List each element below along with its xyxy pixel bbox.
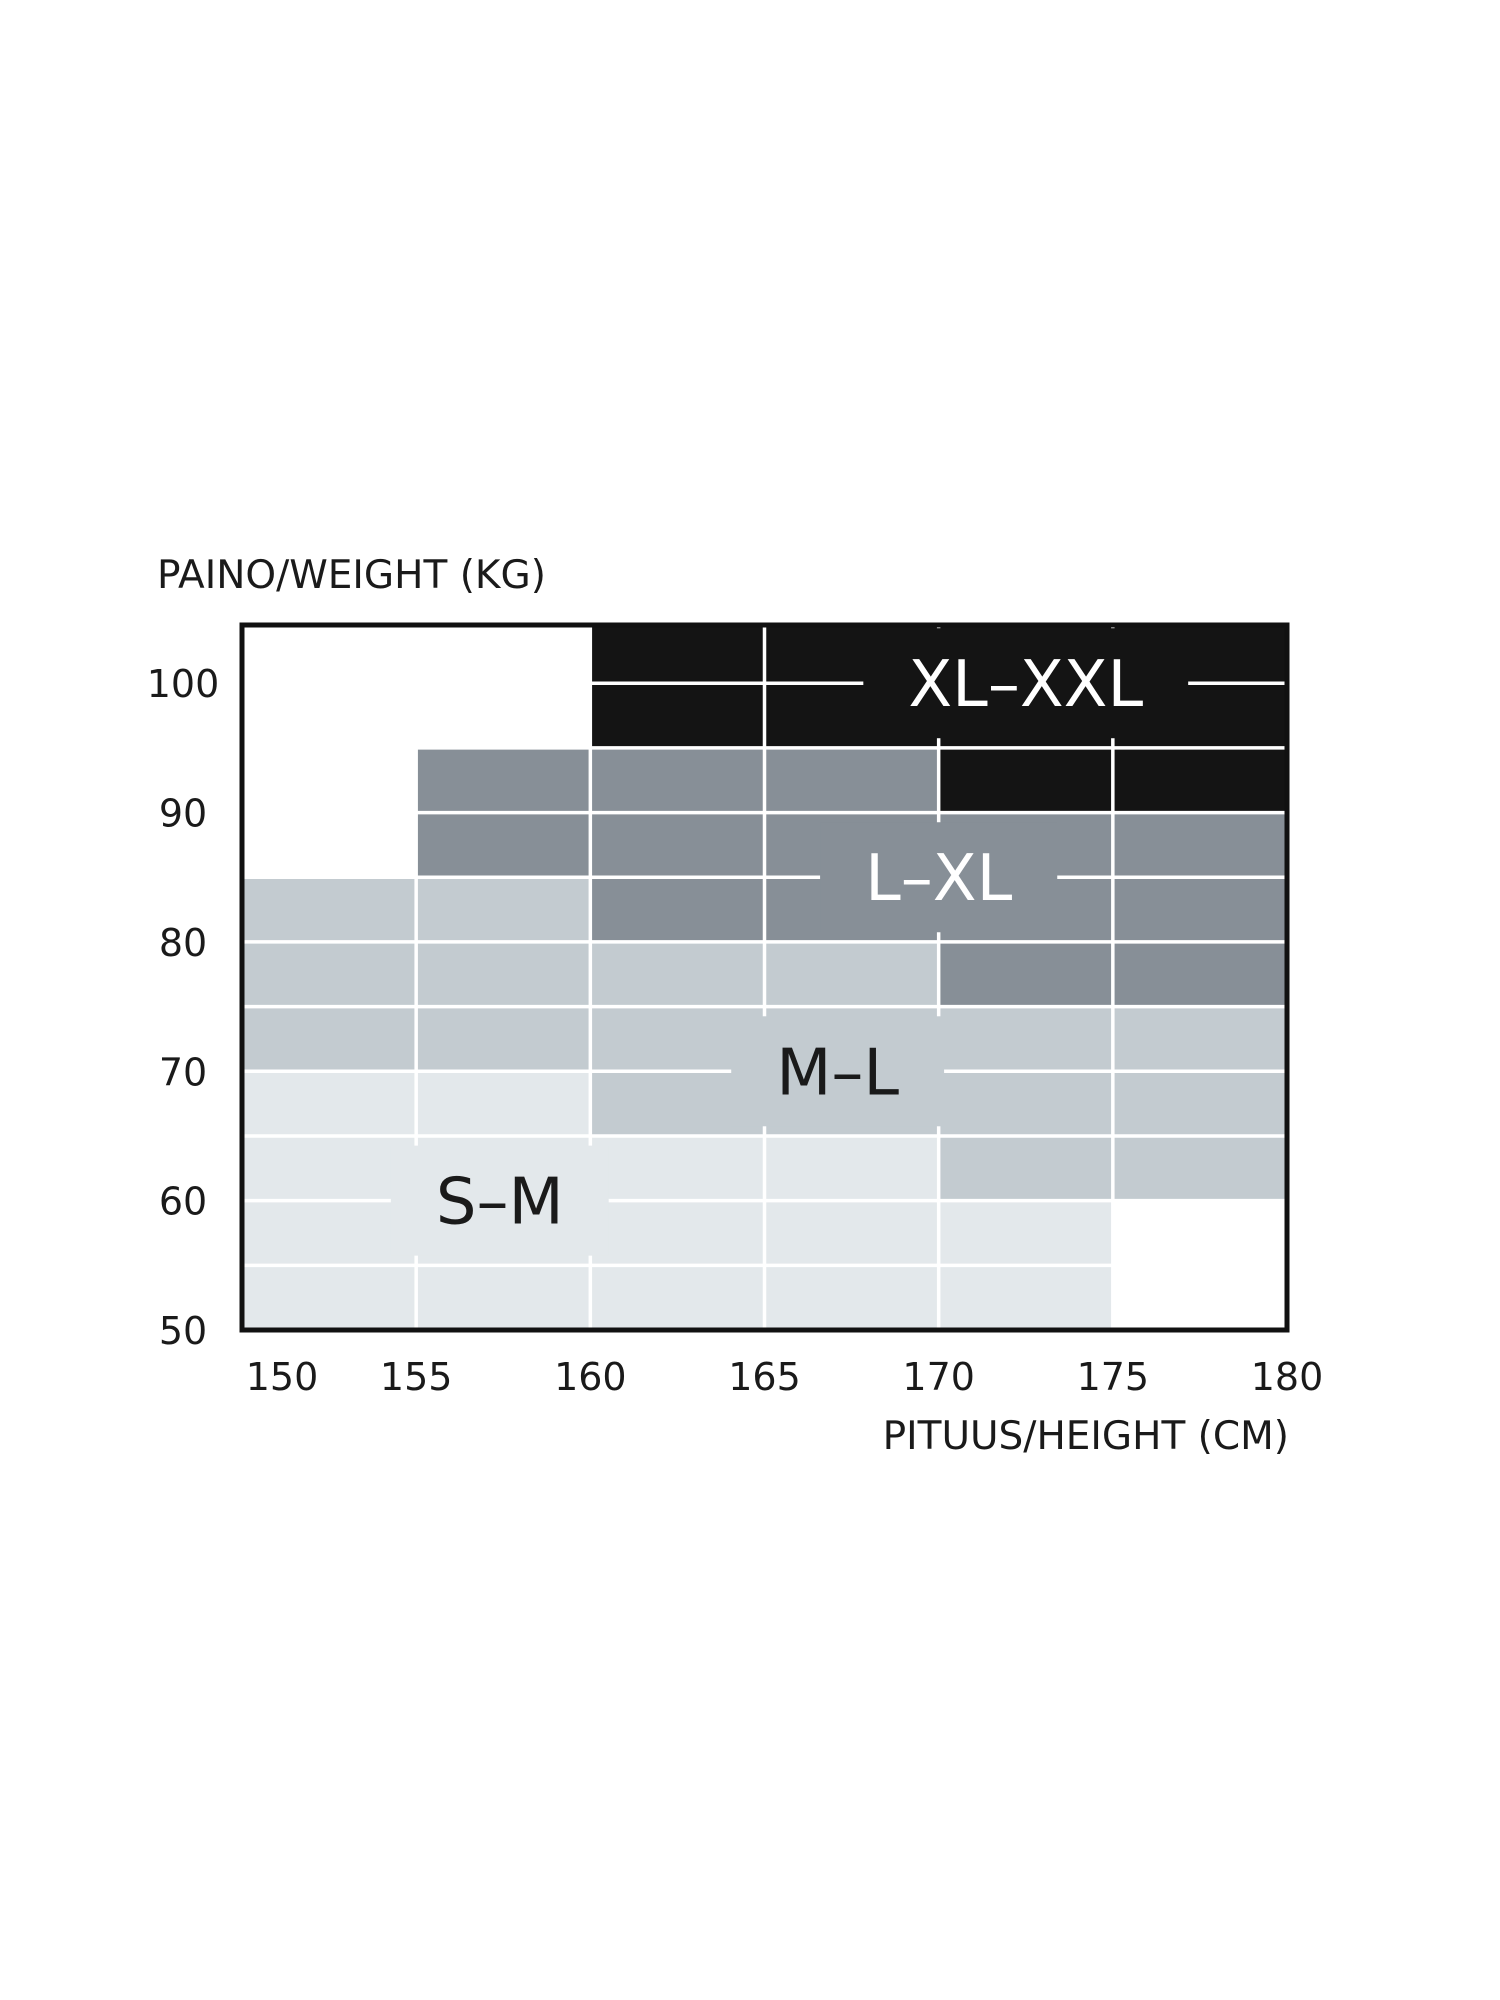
size-label-background <box>820 822 1058 933</box>
size-label: M–L <box>776 1036 899 1110</box>
x-tick-label: 165 <box>728 1355 801 1399</box>
y-tick-label: 50 <box>159 1309 207 1353</box>
y-tick-label: 80 <box>159 921 207 965</box>
x-tick-label: 175 <box>1077 1355 1150 1399</box>
y-tick-label: 100 <box>147 662 220 706</box>
y-tick-label: 90 <box>159 792 207 836</box>
x-tick-label: 170 <box>902 1355 975 1399</box>
size-label: L–XL <box>865 842 1013 916</box>
y-axis-title: PAINO/WEIGHT (KG) <box>157 553 546 598</box>
size-label: XL–XXL <box>908 648 1143 722</box>
size-label-background <box>863 628 1189 739</box>
x-tick-label: 180 <box>1251 1355 1324 1399</box>
size-label-background <box>390 1145 609 1256</box>
size-label: S–M <box>436 1166 564 1240</box>
size-label-background <box>731 1016 945 1127</box>
x-axis-title: PITUUS/HEIGHT (CM) <box>883 1414 1289 1459</box>
x-tick-label: 155 <box>380 1355 453 1399</box>
x-tick-label: 160 <box>554 1355 627 1399</box>
y-tick-label: 70 <box>159 1050 207 1094</box>
y-tick-label: 60 <box>159 1180 207 1224</box>
x-tick-label: 150 <box>246 1355 319 1399</box>
plot-frame <box>239 622 1290 1333</box>
